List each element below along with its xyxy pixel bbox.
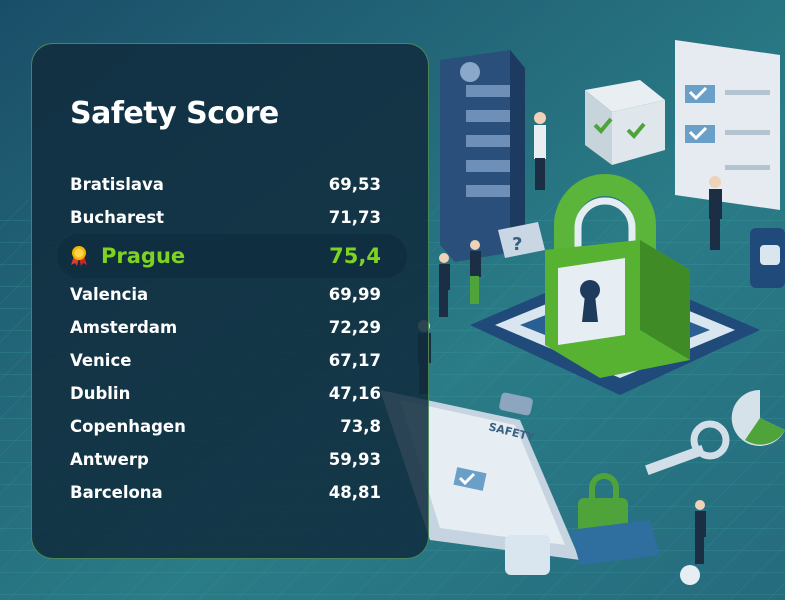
city-name: Copenhagen (70, 417, 186, 436)
score-value: 71,73 (328, 208, 381, 227)
small-box-icon (505, 535, 550, 575)
question-sign-icon: ? (498, 222, 545, 258)
city-name: Amsterdam (70, 318, 178, 337)
score-value: 72,29 (328, 318, 381, 337)
padlock-icon (545, 174, 690, 378)
score-row-highlighted: Prague 75,4 (57, 234, 407, 278)
medal-icon (71, 246, 87, 266)
score-value: 67,17 (328, 351, 381, 370)
mini-device-icon (750, 228, 785, 288)
city-name: Venice (70, 351, 132, 370)
svg-text:?: ? (512, 234, 522, 255)
score-row: Copenhagen 73,8 (32, 410, 430, 443)
key-gear-icon (645, 420, 730, 475)
score-value: 69,53 (328, 175, 381, 194)
score-row: Amsterdam 72,29 (32, 311, 430, 344)
city-name: Valencia (70, 285, 149, 304)
coin-icon (680, 565, 700, 585)
score-row: Antwerp 59,93 (32, 443, 430, 476)
checklist-board-icon (675, 40, 780, 210)
city-name: Antwerp (70, 450, 149, 469)
score-value: 75,4 (329, 244, 381, 268)
server-rack-icon (440, 50, 525, 262)
score-row: Bratislava 69,53 (32, 168, 430, 201)
score-value: 59,93 (328, 450, 381, 469)
safety-score-panel: Safety Score Bratislava 69,53 Bucharest … (31, 43, 429, 559)
safety-clipboard-icon: SAFETY (380, 390, 580, 560)
score-row: Valencia 69,99 (32, 278, 430, 311)
score-row: Dublin 47,16 (32, 377, 430, 410)
city-name: Barcelona (70, 483, 163, 502)
score-value: 47,16 (328, 384, 381, 403)
city-name: Bratislava (70, 175, 164, 194)
score-value: 48,81 (328, 483, 381, 502)
score-list: Bratislava 69,53 Bucharest 71,73 Prague … (32, 168, 430, 509)
checkbox-cube-icon (585, 80, 665, 165)
score-value: 69,99 (328, 285, 381, 304)
score-row: Venice 67,17 (32, 344, 430, 377)
small-padlock-icon (570, 473, 660, 565)
score-value: 73,8 (340, 417, 381, 436)
city-name: Bucharest (70, 208, 165, 227)
pie-chart-icon (731, 389, 785, 446)
score-row: Bucharest 71,73 (32, 201, 430, 234)
city-name: Dublin (70, 384, 131, 403)
score-row: Barcelona 48,81 (32, 476, 430, 509)
panel-title: Safety Score (70, 96, 279, 131)
city-name: Prague (101, 244, 186, 268)
